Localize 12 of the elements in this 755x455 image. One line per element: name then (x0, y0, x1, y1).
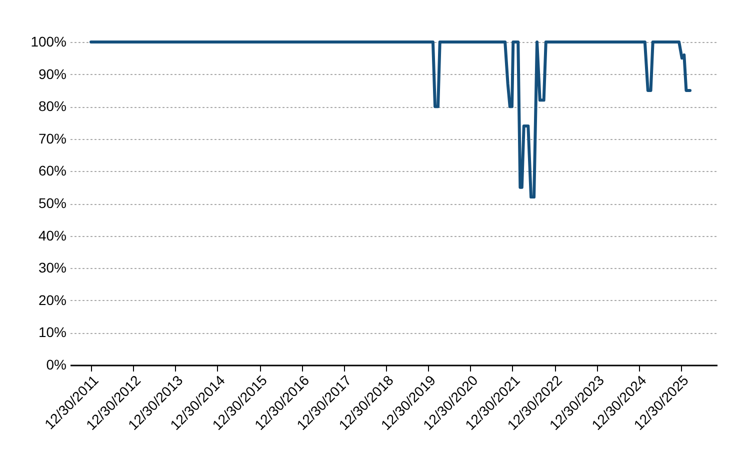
line-series (90, 40, 692, 199)
y-tick-label: 90% (38, 66, 66, 82)
y-tick-label: 60% (38, 162, 66, 179)
y-tick-label: 20% (38, 292, 66, 308)
y-tick-label: 40% (38, 227, 66, 244)
y-tick-label: 30% (38, 260, 66, 276)
y-tick-label: 70% (38, 130, 66, 146)
y-tick-label: 50% (38, 195, 66, 211)
y-tick-label: 10% (38, 324, 66, 340)
y-tick-label: 100% (30, 34, 66, 50)
y-tick-label: 80% (38, 98, 66, 114)
y-tick-label: 0% (46, 356, 66, 372)
